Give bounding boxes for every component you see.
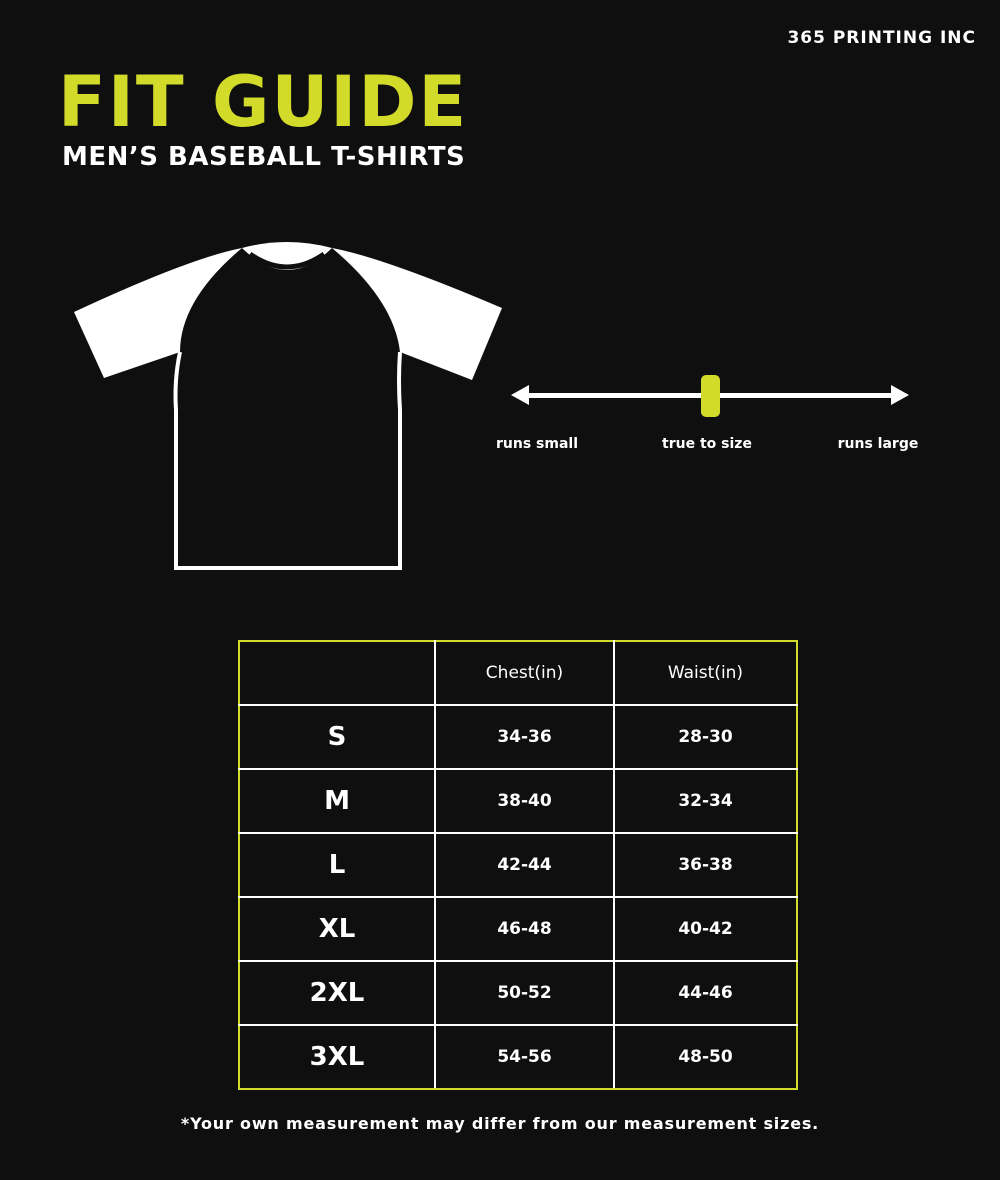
waist-cell: 28-30	[613, 704, 798, 770]
chest-cell: 34-36	[434, 704, 615, 770]
header-chest: Chest(in)	[434, 640, 615, 706]
fit-scale: runs small true to size runs large	[496, 370, 918, 480]
chest-cell: 42-44	[434, 832, 615, 898]
waist-cell: 36-38	[613, 832, 798, 898]
table-row: M 38-40 32-34	[238, 768, 798, 834]
chest-cell: 46-48	[434, 896, 615, 962]
footnote: *Your own measurement may differ from ou…	[180, 1114, 820, 1133]
arrow-left-icon	[511, 385, 529, 405]
size-cell: M	[238, 768, 436, 834]
header-waist: Waist(in)	[613, 640, 798, 706]
table-row: 2XL 50-52 44-46	[238, 960, 798, 1026]
size-cell: L	[238, 832, 436, 898]
page-subtitle: MEN’S BASEBALL T-SHIRTS	[62, 142, 466, 172]
chest-cell: 38-40	[434, 768, 615, 834]
table-row: XL 46-48 40-42	[238, 896, 798, 962]
table-row: L 42-44 36-38	[238, 832, 798, 898]
brand-name: 365 PRINTING INC	[787, 28, 976, 48]
waist-cell: 32-34	[613, 768, 798, 834]
arrow-right-icon	[891, 385, 909, 405]
table-header-row: Chest(in) Waist(in)	[238, 640, 798, 706]
label-true-to-size: true to size	[662, 436, 752, 452]
page-title: FIT GUIDE	[58, 61, 469, 143]
size-table: Chest(in) Waist(in) S 34-36 28-30 M 38-40 32-…	[238, 640, 798, 1090]
label-runs-small: runs small	[495, 436, 578, 452]
chest-cell: 54-56	[434, 1024, 615, 1090]
chest-cell: 50-52	[434, 960, 615, 1026]
size-cell: 3XL	[238, 1024, 436, 1090]
header-size	[238, 640, 436, 706]
table-row: 3XL 54-56 48-50	[238, 1024, 798, 1090]
baseball-tshirt-icon	[74, 242, 502, 570]
size-cell: XL	[238, 896, 436, 962]
waist-cell: 44-46	[613, 960, 798, 1026]
size-cell: 2XL	[238, 960, 436, 1026]
waist-cell: 40-42	[613, 896, 798, 962]
label-runs-large: runs large	[837, 436, 919, 452]
waist-cell: 48-50	[613, 1024, 798, 1090]
table-row: S 34-36 28-30	[238, 704, 798, 770]
fit-marker	[701, 375, 720, 417]
size-cell: S	[238, 704, 436, 770]
